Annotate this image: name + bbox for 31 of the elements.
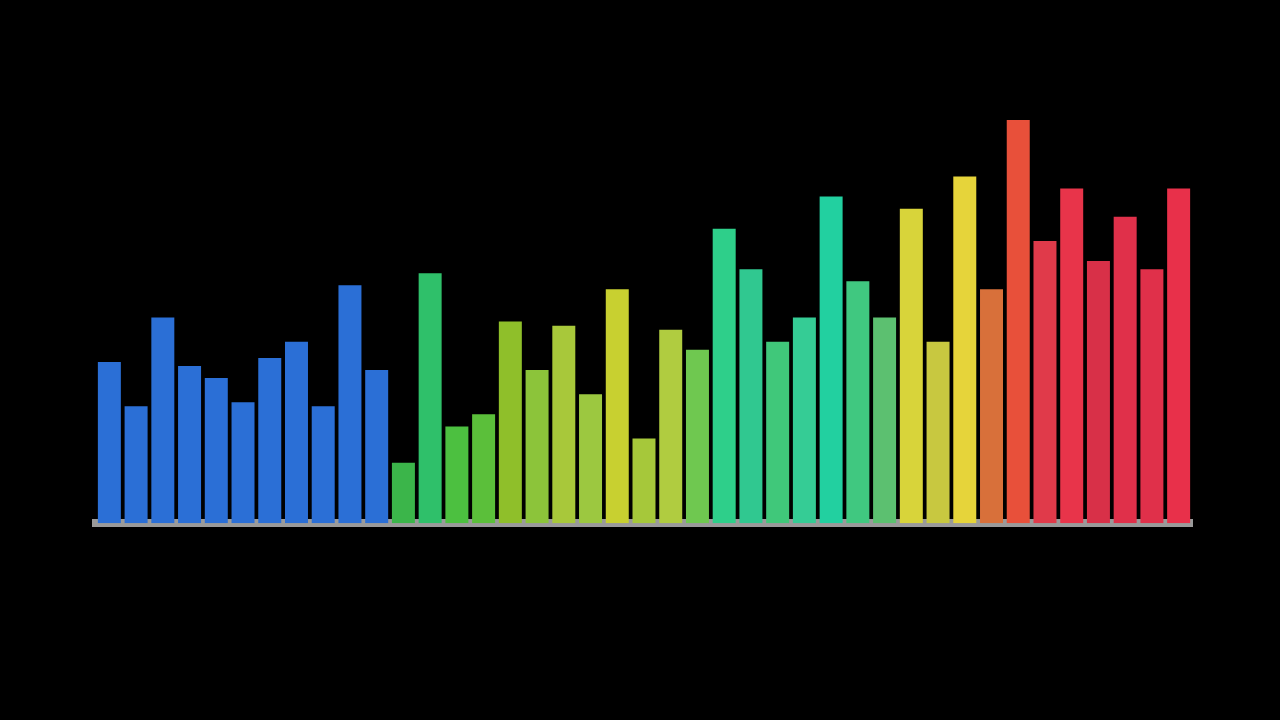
bar: [472, 414, 496, 524]
bar: [1086, 261, 1110, 524]
bar: [579, 394, 603, 524]
bar: [1006, 120, 1030, 524]
bar: [525, 369, 549, 524]
bar: [97, 361, 121, 524]
bar: [659, 329, 683, 524]
bar: [685, 349, 709, 524]
bar: [605, 289, 629, 524]
bar: [1060, 188, 1084, 524]
bar: [792, 317, 816, 524]
bar: [365, 369, 389, 524]
bar: [632, 438, 656, 524]
bar: [873, 317, 897, 524]
bar: [1033, 240, 1057, 524]
bar: [178, 365, 202, 524]
bar: [899, 208, 923, 524]
bar: [552, 325, 576, 524]
bar: [498, 321, 522, 524]
bar: [445, 426, 469, 524]
bar: [926, 341, 950, 524]
bar: [846, 281, 870, 524]
bar: [819, 196, 843, 524]
bar: [766, 341, 790, 524]
bar: [953, 176, 977, 524]
bar: [418, 273, 442, 524]
bar: [391, 462, 415, 524]
bar: [284, 341, 308, 524]
bar: [980, 289, 1004, 524]
bar: [1167, 188, 1191, 524]
bar: [204, 378, 228, 524]
